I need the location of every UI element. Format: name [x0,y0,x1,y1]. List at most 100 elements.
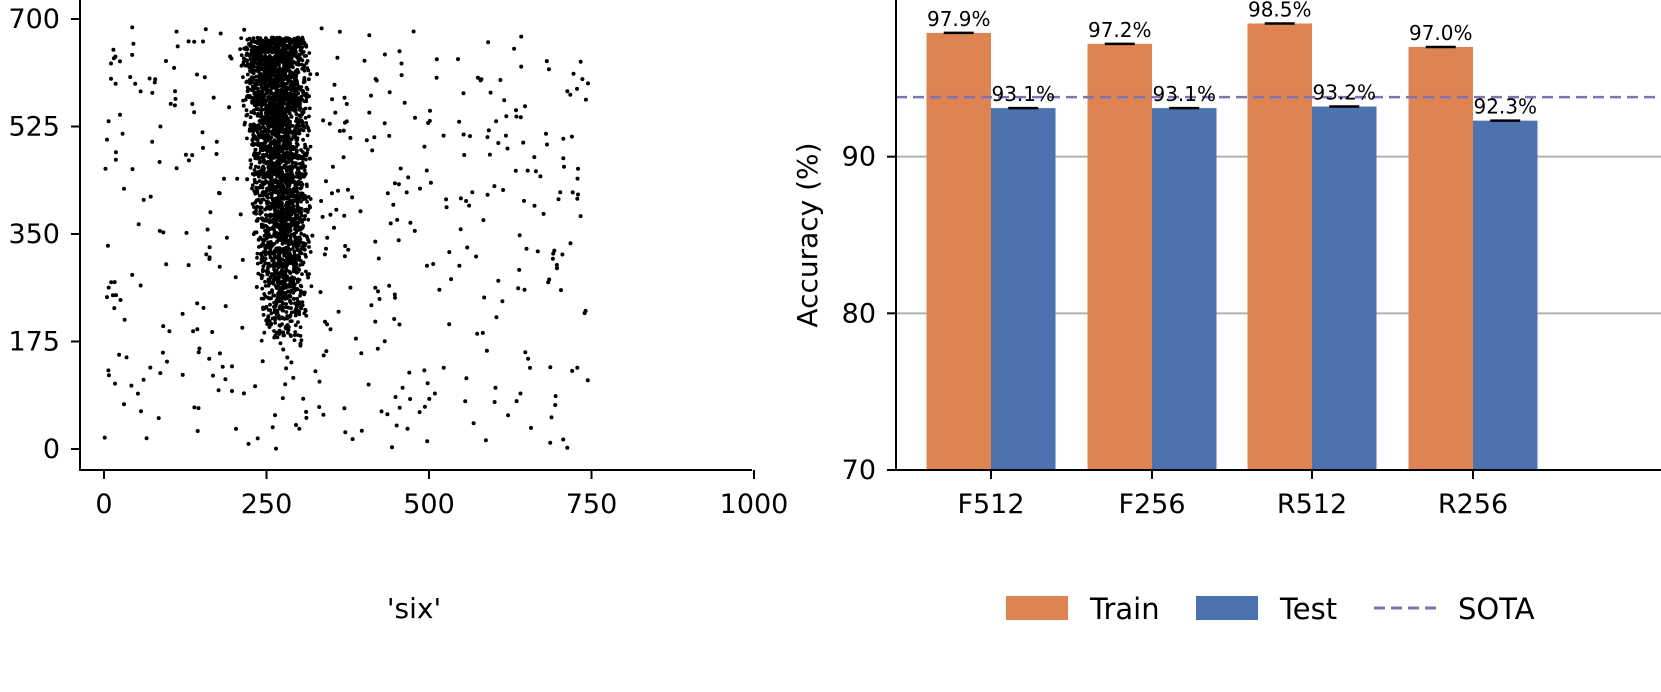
scatter-point [297,166,301,171]
scatter-point [172,65,177,70]
scatter-point [263,256,268,261]
scatter-point [289,38,294,42]
scatter-point [330,164,335,169]
scatter-point [493,385,498,390]
scatter-point [264,39,269,44]
scatter-point [387,90,392,95]
scatter-point [475,75,480,80]
scatter-point [274,98,279,102]
scatter-point [320,214,325,219]
scatter-point [184,230,189,235]
scatter-point [223,304,228,309]
scatter-point [268,175,273,180]
scatter-point [239,36,244,40]
scatter-point [157,160,162,164]
scatter-point [441,133,446,138]
scatter-point [428,108,432,113]
scatter-point [264,108,269,113]
scatter-point [529,425,533,430]
scatter-point [296,156,300,161]
scatter-point [259,111,264,116]
scatter-point [207,245,212,250]
scatter-point [210,330,215,334]
scatter-point [106,285,111,290]
scatter-x-tick-label: 500 [403,489,455,520]
scatter-point [263,261,268,266]
scatter-point [259,129,264,134]
scatter-point [444,205,449,210]
scatter-point [285,107,289,112]
scatter-point [259,85,264,90]
scatter-point [255,82,260,86]
scatter-point [259,148,263,153]
scatter-point [321,412,326,417]
scatter-point [195,327,200,332]
scatter-point [268,308,273,312]
scatter-point [293,310,298,315]
scatter-point [272,126,277,130]
scatter-point [295,148,299,153]
scatter-point [296,277,300,282]
scatter-point [255,107,259,111]
scatter-point [408,220,413,225]
scatter-point [441,365,446,370]
scatter-point [267,188,272,193]
scatter-point [388,221,393,226]
scatter-point [274,446,278,451]
scatter-point [447,322,452,327]
scatter-point [297,194,302,199]
scatter-point [294,423,298,427]
scatter-point [284,264,288,269]
scatter-point [271,251,276,255]
scatter-point [396,182,401,187]
scatter-point [275,335,280,340]
scatter-point [299,165,304,170]
scatter-point [301,128,305,133]
scatter-point [201,305,206,310]
scatter-point [486,40,491,45]
scatter-point [282,163,287,168]
scatter-point [277,35,282,40]
scatter-point [252,134,257,139]
scatter-point [295,44,300,49]
scatter-point [556,197,561,202]
scatter-point [135,391,140,396]
scatter-point [300,303,305,308]
scatter-point [270,258,275,263]
scatter-point [583,97,588,102]
scatter-point [293,323,298,328]
scatter-point [249,162,254,167]
scatter-point [413,115,417,120]
scatter-x-ticks: 0 250 500 750 1000 [95,470,788,520]
scatter-point [282,37,287,42]
scatter-point [269,169,274,174]
scatter-point [296,174,301,179]
scatter-point [250,66,255,70]
scatter-point [396,238,401,243]
scatter-point [112,306,117,311]
scatter-point [284,85,289,90]
scatter-point [258,125,263,130]
scatter-point [501,188,506,192]
scatter-point [261,93,265,98]
scatter-point [275,240,279,244]
scatter-point [468,134,472,139]
scatter-point [254,55,258,60]
scatter-point [282,222,286,227]
scatter-point [260,190,265,195]
legend-label-train: Train [1089,592,1160,626]
scatter-point [287,293,292,298]
scatter-point [569,134,574,139]
scatter-point [276,203,281,208]
scatter-point [172,103,177,108]
scatter-point [148,365,153,370]
scatter-point [488,90,493,95]
scatter-point [257,56,262,61]
scatter-point [245,51,249,56]
scatter-point [275,272,280,276]
bar-test [1312,106,1377,471]
scatter-point [293,220,298,225]
scatter-point [201,145,205,150]
scatter-point [251,77,256,82]
scatter-point [254,219,259,223]
